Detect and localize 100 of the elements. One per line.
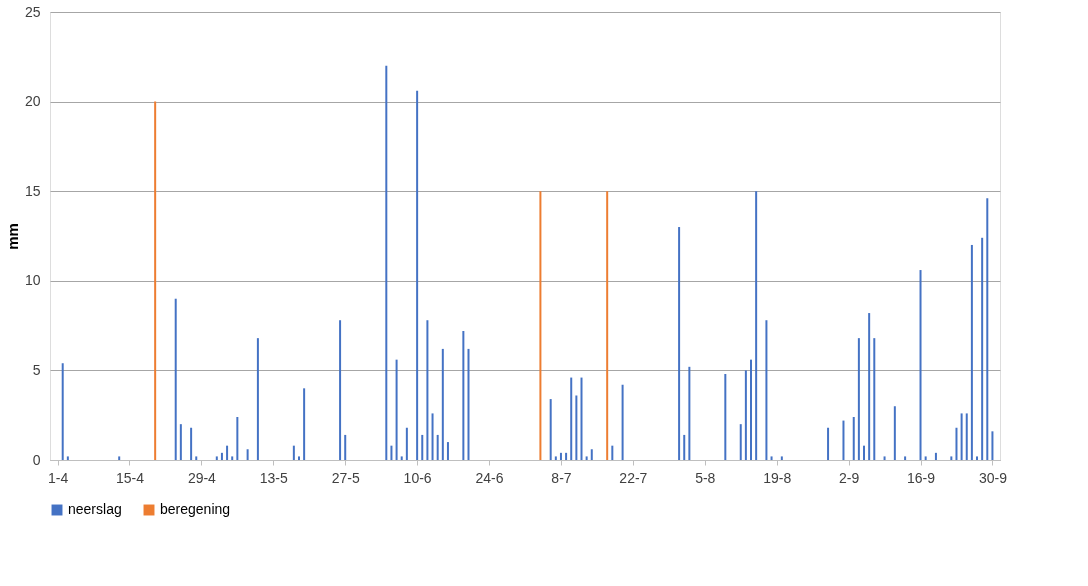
- bar: [256, 338, 259, 460]
- bar: [765, 320, 768, 460]
- bar: [590, 449, 593, 460]
- bar: [344, 434, 347, 460]
- y-tick-label: 15: [24, 182, 41, 199]
- bar: [61, 363, 64, 460]
- x-tick-label: 2-9: [838, 469, 860, 486]
- bar: [436, 434, 439, 460]
- bar: [965, 413, 968, 460]
- bar: [739, 424, 742, 460]
- bar: [390, 445, 393, 460]
- bar: [976, 456, 979, 460]
- bar: [744, 370, 747, 460]
- bar: [421, 434, 424, 460]
- bar: [220, 452, 223, 460]
- x-tick-label: 29-4: [187, 469, 217, 486]
- bar: [580, 377, 583, 460]
- bar: [215, 456, 218, 460]
- bar: [154, 101, 157, 460]
- bar: [863, 445, 866, 460]
- bar: [395, 359, 398, 460]
- bar: [405, 427, 408, 460]
- bar: [827, 427, 830, 460]
- bar: [549, 399, 552, 460]
- bar: [385, 65, 388, 460]
- x-tick-label: 13-5: [259, 469, 289, 486]
- x-tick-label: 27-5: [331, 469, 360, 486]
- bar: [621, 384, 624, 460]
- bar: [904, 456, 907, 460]
- y-tick-label: 5: [32, 361, 41, 378]
- bar: [431, 413, 434, 460]
- x-tick-label: 8-7: [551, 469, 572, 486]
- bar: [780, 456, 783, 460]
- y-tick-label: 25: [24, 3, 41, 20]
- bar: [873, 338, 876, 460]
- bar: [226, 445, 229, 460]
- bar: [750, 359, 753, 460]
- bar: [842, 420, 845, 460]
- x-tick-label: 5-8: [695, 469, 716, 486]
- x-tick-label: 15-4: [115, 469, 145, 486]
- bar: [292, 445, 295, 460]
- y-tick-label: 0: [32, 451, 41, 468]
- bar: [981, 237, 984, 460]
- bar: [554, 456, 557, 460]
- bar: [400, 456, 403, 460]
- bar: [426, 320, 429, 460]
- bar: [755, 191, 758, 460]
- bar: [539, 191, 542, 460]
- bar: [231, 456, 234, 460]
- x-tick-label: 16-9: [907, 469, 936, 486]
- bar: [770, 456, 773, 460]
- bar: [66, 456, 69, 460]
- bar: [118, 456, 121, 460]
- bar: [462, 330, 465, 460]
- bar: [678, 227, 681, 460]
- bar: [893, 406, 896, 460]
- bar: [467, 348, 470, 460]
- bar: [919, 270, 922, 460]
- x-tick-label: 19-8: [763, 469, 792, 486]
- legend-label: neerslag: [68, 501, 122, 517]
- bar: [174, 298, 177, 460]
- bar: [724, 373, 727, 460]
- x-tick-label: 1-4: [47, 469, 69, 486]
- bar: [575, 395, 578, 460]
- bar: [955, 427, 958, 460]
- bar: [606, 191, 609, 460]
- bar: [303, 388, 306, 460]
- bar: [339, 320, 342, 460]
- bar: [950, 456, 953, 460]
- bar: [441, 348, 444, 460]
- bar: [960, 413, 963, 460]
- y-axis-title: mm: [3, 223, 21, 250]
- bar: [934, 452, 937, 460]
- bar: [559, 452, 562, 460]
- bar: [190, 427, 193, 460]
- bar: [991, 431, 994, 460]
- bar: [246, 449, 249, 460]
- bar: [857, 338, 860, 460]
- x-tick-label: 10-6: [403, 469, 432, 486]
- bar: [446, 442, 449, 460]
- bar: [683, 434, 686, 460]
- bar: [986, 198, 989, 460]
- bar: [195, 456, 198, 460]
- x-tick-label: 30-9: [978, 469, 1008, 486]
- bar: [868, 313, 871, 460]
- bar: [565, 452, 568, 460]
- y-tick-label: 10: [24, 272, 41, 289]
- bar: [611, 445, 614, 460]
- bar: [297, 456, 300, 460]
- y-tick-label: 20: [24, 93, 41, 110]
- bar: [924, 456, 927, 460]
- x-tick-label: 22-7: [619, 469, 648, 486]
- bar: [179, 424, 182, 460]
- bar: [970, 244, 973, 460]
- bar: [585, 456, 588, 460]
- bar: [852, 416, 855, 460]
- bar: [416, 90, 419, 460]
- legend-label: beregening: [160, 501, 231, 517]
- bar: [570, 377, 573, 460]
- bar: [236, 416, 239, 460]
